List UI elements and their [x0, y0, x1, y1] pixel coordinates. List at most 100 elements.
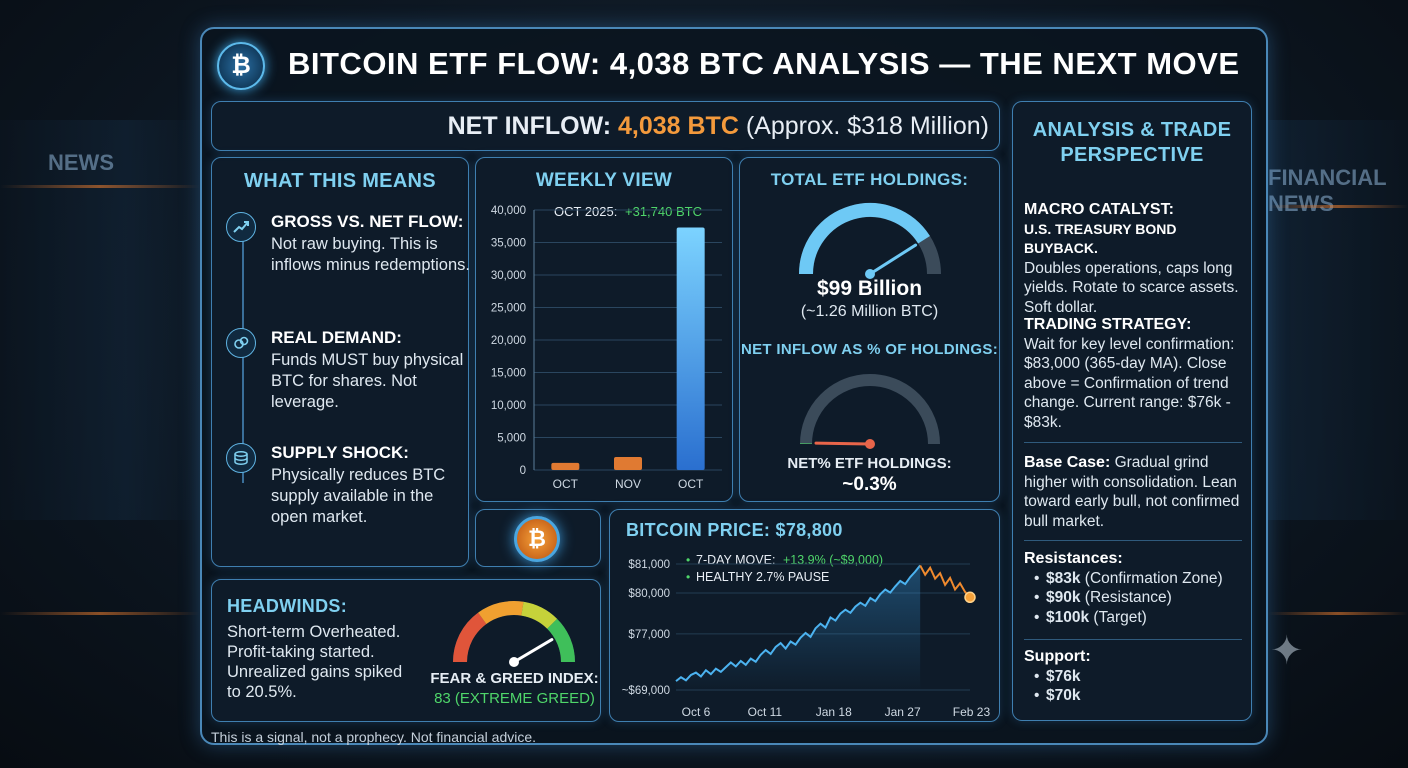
- background-left-monitors: [0, 120, 210, 520]
- pct-value: ~0.3%: [842, 474, 897, 495]
- resistance-item: $100k (Target): [1034, 608, 1249, 628]
- resistance-level: $90k: [1046, 589, 1081, 606]
- resistance-item: $83k (Confirmation Zone): [1034, 569, 1249, 589]
- weekly-view-heading: WEEKLY VIEW: [535, 170, 673, 191]
- means-item-text: Funds MUST buy physical BTC for shares. …: [271, 351, 464, 411]
- price-area: [676, 565, 921, 692]
- price-line-pullback: [919, 564, 971, 598]
- holdings-sub: (~1.26 Million BTC): [800, 303, 939, 320]
- gauge-track: [800, 374, 940, 445]
- pct-gauge: [799, 374, 940, 449]
- gauge-hub: [865, 439, 875, 449]
- divider: [1024, 442, 1242, 443]
- disclaimer: This is a signal, not a prophecy. Not fi…: [211, 729, 537, 745]
- pct-heading: NET INFLOW AS % OF HOLDINGS:: [741, 341, 998, 358]
- bitcoin-logo-icon: ₿: [217, 42, 265, 90]
- gauge-fill: [799, 203, 930, 275]
- macro-sub: U.S. TREASURY BOND BUYBACK.: [1024, 220, 1177, 257]
- price-y-tick-label: ~$69,000: [622, 685, 670, 697]
- price-x-tick-label: Oct 11: [748, 705, 783, 719]
- net-inflow-banner: NET INFLOW: 4,038 BTC (Approx. $318 Mill…: [211, 101, 1000, 151]
- weekly-x-tick-label: OCT: [553, 477, 579, 491]
- weekly-y-tick-label: 10,000: [491, 400, 526, 412]
- support-block: Support: $76k $70k: [1024, 647, 1249, 706]
- resistance-note: (Confirmation Zone): [1084, 569, 1223, 587]
- base-case-block: Base Case: Gradual grind higher with con…: [1024, 453, 1249, 531]
- weekly-y-tick-label: 5,000: [497, 433, 526, 445]
- weekly-y-tick-label: 25,000: [491, 303, 526, 315]
- fear-greed-gauge: [453, 601, 575, 667]
- analysis-panel: ANALYSIS & TRADE PERSPECTIVE MACRO CATAL…: [1012, 101, 1252, 721]
- trading-strategy-block: TRADING STRATEGY: Wait for key level con…: [1024, 315, 1249, 432]
- background-stripe: [0, 612, 200, 615]
- weekly-y-tick-label: 40,000: [491, 205, 526, 217]
- headwinds-text: Short-term Overheated. Profit-taking sta…: [227, 623, 403, 701]
- means-item-title: GROSS VS. NET FLOW:: [271, 212, 464, 231]
- resistance-level: $83k: [1046, 569, 1081, 587]
- resistance-item: $90k (Resistance): [1034, 588, 1249, 608]
- net-inflow-amount: 4,038 BTC: [617, 112, 739, 140]
- price-y-tick-label: $77,000: [628, 629, 670, 641]
- price-x-tick-label: Oct 6: [682, 705, 711, 719]
- means-item-title: REAL DEMAND:: [271, 328, 402, 347]
- gauge-needle: [512, 638, 554, 664]
- fear-greed-value: 83 (EXTREME GREED): [434, 690, 595, 707]
- weekly-callout-label: OCT 2025:: [554, 204, 617, 219]
- strategy-text: Wait for key level confirmation: $83,000…: [1024, 335, 1235, 431]
- price-x-tick-label: Feb 23: [953, 705, 991, 719]
- weekly-x-tick-label: OCT: [678, 477, 704, 491]
- price-note-1-value: +13.9% (~$9,000): [783, 553, 883, 567]
- etf-holdings-panel: TOTAL ETF HOLDINGS: $99 Billion (~1.26 M…: [739, 157, 1000, 502]
- divider: [1024, 639, 1242, 640]
- what-this-means-heading: WHAT THIS MEANS: [244, 170, 436, 192]
- sparkle-icon: ✦: [1270, 629, 1304, 673]
- macro-text: Doubles operations, caps long yields. Ro…: [1024, 259, 1239, 316]
- resistance-note: (Resistance): [1084, 589, 1172, 606]
- weekly-bar: [676, 227, 705, 470]
- gauge-needle: [814, 441, 872, 446]
- bitcoin-price-panel: BITCOIN PRICE: $78,800 • 7-DAY MOVE: +13…: [609, 509, 1000, 722]
- headwinds-heading: HEADWINDS:: [227, 596, 347, 616]
- price-y-tick-label: $81,000: [628, 559, 670, 571]
- weekly-bar: [551, 462, 580, 470]
- resistance-note: (Target): [1093, 608, 1147, 626]
- support-level: $76k: [1046, 667, 1081, 685]
- gauge-segment: [546, 618, 575, 663]
- net-inflow-label: NET INFLOW:: [447, 112, 612, 140]
- fear-greed-label: FEAR & GREED INDEX:: [430, 670, 599, 687]
- net-inflow-approx: (Approx. $318 Million): [745, 112, 989, 140]
- background-sign-left: NEWS: [48, 150, 114, 175]
- price-y-tick-label: $80,000: [628, 588, 670, 600]
- background-stripe: [0, 185, 200, 188]
- background-stripe: [1268, 612, 1408, 615]
- pct-label: NET% ETF HOLDINGS:: [787, 455, 952, 472]
- weekly-bar-chart: OCT 2025: +31,740 BTC 0 5,000 10,000 15,000…: [491, 204, 722, 491]
- coins-icon: [226, 328, 256, 358]
- price-note-2: HEALTHY 2.7% PAUSE: [696, 570, 829, 584]
- means-item-text: Physically reduces BTC supply available …: [271, 466, 446, 526]
- bitcoin-badge-panel: ₿: [475, 509, 601, 567]
- background-sign-right: FINANCIAL NEWS: [1268, 165, 1387, 216]
- resistances-title: Resistances:: [1024, 550, 1123, 567]
- price-current-point: [964, 591, 976, 604]
- support-item: $76k: [1034, 667, 1249, 687]
- bitcoin-coin-icon: ₿: [514, 516, 560, 562]
- strategy-title: TRADING STRATEGY:: [1024, 316, 1192, 333]
- macro-title: MACRO CATALYST:: [1024, 201, 1174, 218]
- gauge-segment: [478, 601, 524, 625]
- support-title: Support:: [1024, 648, 1091, 665]
- stack-icon: [226, 443, 256, 473]
- weekly-x-tick-label: NOV: [615, 477, 641, 491]
- weekly-bar: [614, 457, 642, 470]
- resistances-list: $83k (Confirmation Zone) $90k (Resistanc…: [1024, 569, 1249, 628]
- weekly-y-tick-label: 15,000: [491, 368, 526, 380]
- means-item-text: Not raw buying. This is inflows minus re…: [271, 235, 470, 274]
- weekly-y-tick-label: 30,000: [491, 270, 526, 282]
- base-case-text: Gradual grind higher with consolidation.…: [1024, 454, 1240, 530]
- gauge-needle: [868, 243, 918, 276]
- weekly-callout-value: +31,740 BTC: [625, 204, 702, 219]
- background-stripe: [1268, 205, 1408, 208]
- support-list: $76k $70k: [1024, 667, 1249, 706]
- price-x-tick-label: Jan 18: [816, 705, 852, 719]
- resistances-block: Resistances: $83k (Confirmation Zone) $9…: [1024, 549, 1249, 627]
